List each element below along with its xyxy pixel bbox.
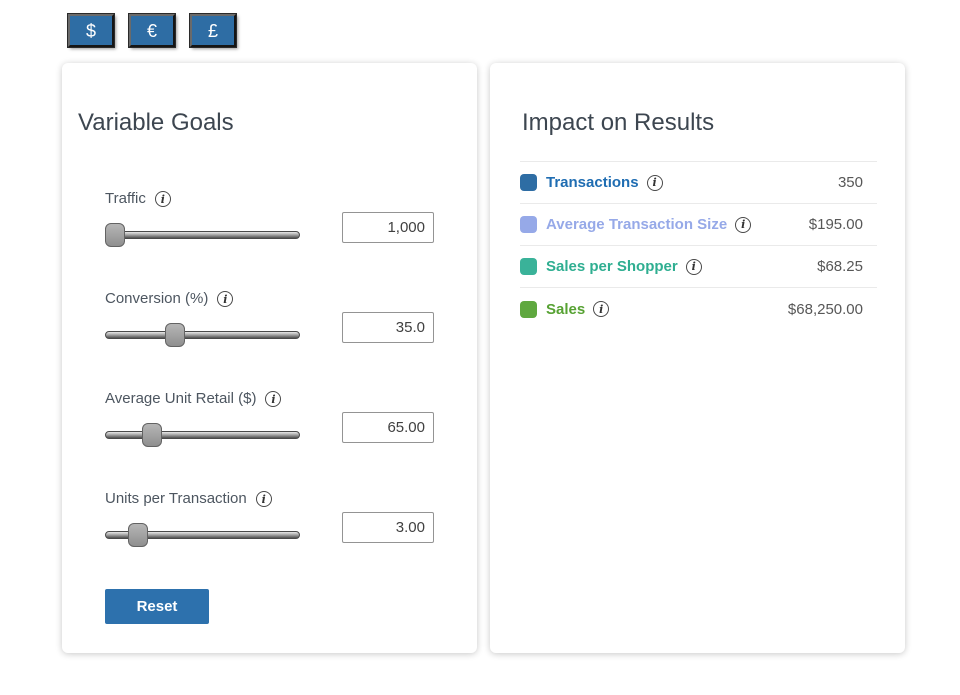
sales-value: $68,250.00 (787, 300, 863, 318)
impact-on-results-title: Impact on Results (522, 109, 715, 136)
slider-track[interactable] (105, 231, 300, 239)
average-transaction-size-label: Average Transaction Size (546, 216, 728, 233)
slider-track[interactable] (105, 531, 300, 539)
traffic-input[interactable] (342, 212, 434, 243)
reset-button[interactable]: Reset (105, 589, 209, 624)
average-transaction-size-value: $195.00 (808, 216, 863, 233)
conversion-input[interactable] (342, 312, 434, 343)
conversion-label: Conversion (%) (105, 290, 209, 307)
info-icon[interactable]: i (593, 301, 610, 317)
result-row-sales-per-shopper: Sales per Shopper i $68.25 (520, 246, 877, 288)
currency-euro-button[interactable]: € (128, 13, 176, 48)
cards-container: Variable Goals Traffic i Conversion ( (62, 63, 960, 653)
slider-thumb[interactable] (141, 423, 162, 447)
sales-swatch (520, 300, 537, 318)
currency-bar: $ € £ (67, 13, 960, 48)
control-group-conversion: Conversion (%) i (105, 289, 434, 347)
average-transaction-size-swatch (520, 216, 537, 233)
control-group-units-per-transaction: Units per Transaction i (105, 489, 434, 547)
sales-per-shopper-value: $68.25 (817, 258, 863, 275)
units-per-transaction-slider (105, 523, 300, 547)
sales-per-shopper-swatch (520, 258, 537, 275)
results-list: Transactions i 350 Average Transaction S… (520, 161, 877, 330)
variable-goals-title: Variable Goals (78, 109, 234, 136)
average-unit-retail-input[interactable] (342, 412, 434, 443)
average-unit-retail-slider (105, 423, 300, 447)
units-per-transaction-label: Units per Transaction (105, 490, 247, 507)
traffic-label: Traffic (105, 190, 146, 207)
result-row-sales: Sales i $68,250.00 (520, 288, 877, 330)
info-icon[interactable]: i (646, 174, 663, 191)
result-row-average-transaction-size: Average Transaction Size i $195.00 (520, 204, 877, 246)
control-group-traffic: Traffic i (104, 189, 434, 247)
sales-label: Sales (546, 300, 586, 318)
transactions-value: 350 (837, 174, 863, 191)
average-unit-retail-label: Average Unit Retail ($) (105, 390, 257, 407)
slider-track[interactable] (105, 331, 300, 339)
sales-per-shopper-label: Sales per Shopper (546, 258, 678, 275)
slider-thumb[interactable] (104, 223, 125, 247)
info-icon[interactable]: i (735, 216, 752, 233)
impact-on-results-card: Impact on Results Transactions i 350 Ave… (490, 63, 905, 653)
info-icon[interactable]: i (255, 491, 272, 507)
slider-track[interactable] (105, 431, 300, 439)
info-icon[interactable]: i (265, 391, 282, 407)
currency-dollar-button[interactable]: $ (67, 13, 115, 48)
currency-pound-button[interactable]: £ (189, 13, 237, 48)
conversion-slider (105, 323, 300, 347)
result-row-transactions: Transactions i 350 (520, 162, 877, 204)
slider-thumb[interactable] (165, 323, 186, 347)
control-group-average-unit-retail: Average Unit Retail ($) i (105, 389, 434, 447)
traffic-slider (104, 223, 300, 247)
transactions-swatch (520, 174, 537, 191)
controls-list: Traffic i Conversion (%) i (104, 189, 434, 547)
info-icon[interactable]: i (685, 258, 702, 275)
info-icon[interactable]: i (154, 191, 171, 207)
units-per-transaction-input[interactable] (342, 512, 434, 543)
slider-thumb[interactable] (128, 523, 149, 547)
transactions-label: Transactions (546, 174, 639, 191)
info-icon[interactable]: i (217, 291, 234, 307)
variable-goals-card: Variable Goals Traffic i Conversion ( (62, 63, 477, 653)
